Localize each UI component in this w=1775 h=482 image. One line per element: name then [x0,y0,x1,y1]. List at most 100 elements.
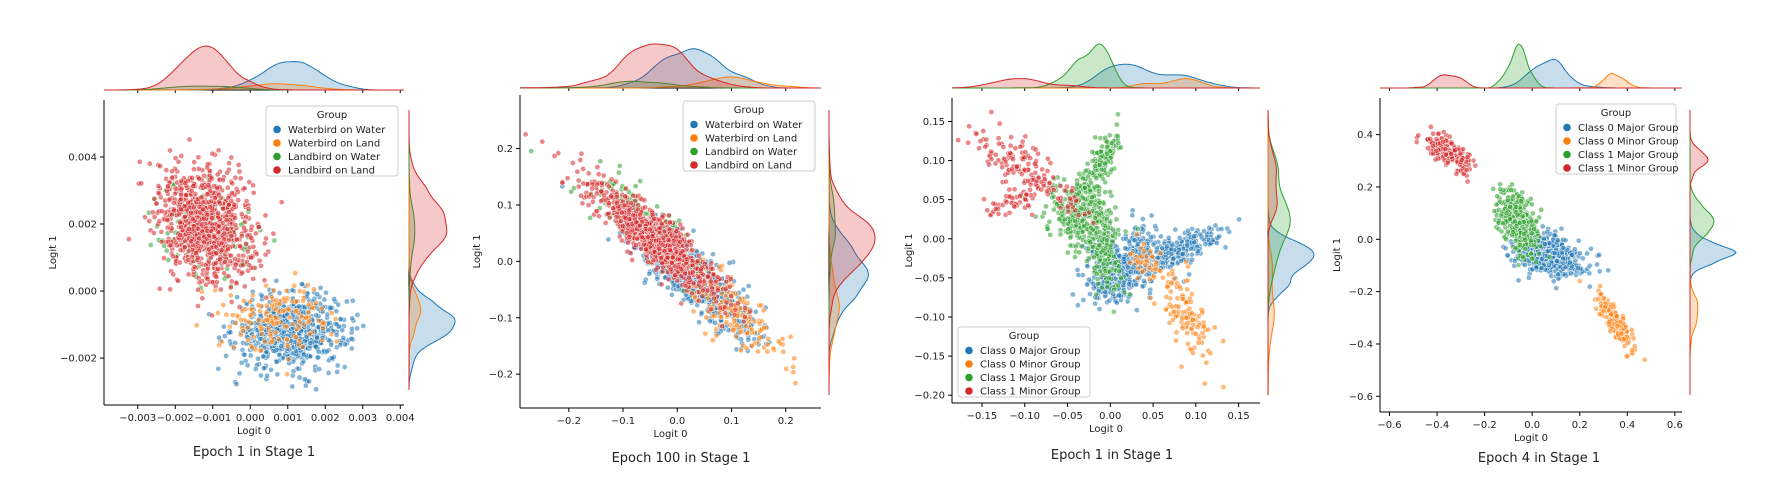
data-point [256,257,263,264]
data-point [223,311,230,318]
data-point [229,312,236,318]
data-point [354,312,361,318]
data-point [1084,263,1091,270]
data-point [318,305,325,312]
data-point [1175,303,1182,310]
data-point [153,200,160,207]
data-point [177,206,184,212]
data-point [690,308,697,315]
data-point [218,286,224,293]
data-point [205,246,212,253]
data-point [283,323,290,330]
data-point [1126,280,1133,287]
data-point [671,237,677,244]
data-point [216,334,222,341]
legend-label: Landbird on Land [288,166,375,177]
data-point [232,320,239,326]
data-point [270,347,277,354]
data-point [175,158,182,165]
data-point [710,271,717,278]
data-point [240,262,246,268]
data-point [1096,199,1103,206]
data-point [1075,302,1081,309]
data-point [1047,232,1054,238]
data-point [314,335,320,341]
data-point [290,368,297,375]
data-point [234,236,240,243]
data-point [690,227,697,234]
data-point [257,323,264,330]
data-point [1207,350,1214,357]
data-point [228,278,235,285]
data-point [166,196,173,203]
data-point [673,228,680,235]
data-point [332,316,339,322]
data-point [147,242,154,248]
data-point [296,324,302,331]
x-tick-label: 0.003 [348,413,377,424]
data-point [1157,268,1164,274]
data-point [694,258,701,265]
data-point [732,306,739,313]
x-tick-label: 0.000 [236,413,265,424]
data-point [1122,245,1129,252]
data-point [218,194,224,201]
data-point [165,183,171,190]
data-point [1135,258,1142,265]
data-point [325,370,332,376]
data-point [616,169,622,176]
data-point [163,167,170,173]
data-point [146,160,153,167]
data-point [232,174,239,181]
data-point [1184,241,1191,248]
data-point [295,341,302,348]
data-point [709,337,716,344]
data-point [167,147,173,154]
data-point [272,329,279,336]
data-point [657,225,664,232]
data-point [215,266,221,272]
x-tick-label: 0.004 [386,413,415,424]
data-point [221,236,228,243]
data-point [746,319,752,326]
data-point [230,344,237,351]
data-point [1137,253,1144,259]
data-point [1172,313,1179,320]
data-point [157,163,164,169]
data-point [185,271,192,278]
data-point [360,323,367,329]
data-point [622,215,629,222]
data-point [211,233,217,240]
data-point [731,311,738,318]
data-point [1185,263,1191,270]
data-point [740,286,747,293]
data-point [195,303,201,309]
data-point [241,352,248,358]
data-point [138,180,145,187]
data-point [226,237,232,243]
data-point [240,252,247,259]
data-point [257,308,263,314]
data-point [1169,271,1176,278]
data-point [270,287,277,294]
series-2-points [193,270,340,377]
data-point [278,343,285,349]
data-point [1209,237,1216,243]
data-point [172,155,179,161]
data-point [1056,216,1063,223]
legend-label: Waterbird on Water [705,120,803,131]
data-point [300,358,307,365]
data-point [169,174,175,181]
data-point [225,273,232,280]
data-point [298,281,305,287]
data-point [1220,384,1227,390]
legend-marker [273,166,281,174]
data-point [177,232,184,238]
data-point [228,198,235,204]
data-point [1152,266,1159,272]
data-point [709,265,716,272]
data-point [684,242,690,249]
data-point [1139,269,1146,275]
data-point [1191,239,1198,246]
